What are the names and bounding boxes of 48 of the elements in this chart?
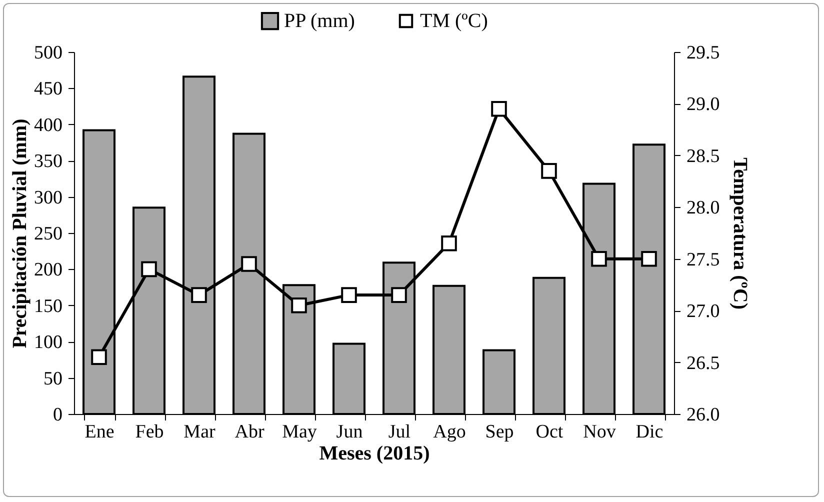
- legend-label: PP (mm): [284, 10, 355, 32]
- point: [441, 235, 457, 252]
- y-tick-label: 500: [34, 42, 62, 64]
- y-tick-label: 450: [34, 78, 62, 100]
- x-tick-label: Jul: [388, 422, 411, 442]
- x-tick-label: Mar: [184, 422, 216, 442]
- y-tick-label: 400: [34, 114, 62, 136]
- y-tick-label: 200: [34, 260, 62, 281]
- y-tick-label: 0: [53, 404, 62, 426]
- point: [591, 250, 607, 267]
- x-tick-label: Nov: [583, 422, 616, 442]
- x-tick-label: Abr: [234, 422, 265, 442]
- y2-tick-label: 26.5: [686, 352, 720, 374]
- y2-tick-label: 29.0: [686, 94, 720, 116]
- point: [391, 287, 407, 303]
- y2-tick-label: 26.0: [686, 404, 720, 426]
- x-tick-label: Jun: [336, 422, 364, 442]
- point: [91, 349, 107, 366]
- point: [191, 287, 207, 303]
- x-tick-label: Ene: [84, 422, 114, 442]
- y2-tick-label: 28.5: [686, 146, 720, 167]
- y-tick-label: 50: [44, 368, 62, 390]
- x-tick-label: May: [282, 422, 318, 442]
- point: [141, 261, 157, 278]
- y2-tick-label: 27.5: [686, 249, 720, 270]
- y-tick-label: 150: [34, 296, 62, 317]
- x-tick-label: Oct: [536, 422, 564, 442]
- y2-tick-label: 28.0: [686, 198, 720, 219]
- y-tick-label: 300: [34, 187, 62, 208]
- x-axis-title: Meses (2015): [319, 442, 430, 464]
- y2-tick-label: 27.0: [686, 301, 720, 322]
- point: [341, 287, 357, 303]
- y2-axis-title: Temperatura (ºC): [728, 158, 751, 310]
- point: [641, 250, 657, 267]
- y-tick-label: 350: [34, 151, 62, 172]
- y-tick-label: 100: [34, 332, 62, 354]
- x-tick-label: Sep: [485, 422, 514, 442]
- x-tick-label: Dic: [636, 422, 664, 442]
- point: [491, 100, 507, 117]
- point: [291, 298, 307, 314]
- x-tick-label: Feb: [135, 422, 164, 442]
- y-axis-title: Precipitación Pluvial (mm): [9, 118, 31, 348]
- legend-label: TM (ºC): [420, 10, 488, 32]
- y2-tick-label: 29.5: [686, 42, 720, 64]
- point: [541, 163, 557, 179]
- y-tick-label: 250: [34, 224, 62, 244]
- point: [241, 256, 257, 272]
- x-tick-label: Ago: [433, 422, 466, 442]
